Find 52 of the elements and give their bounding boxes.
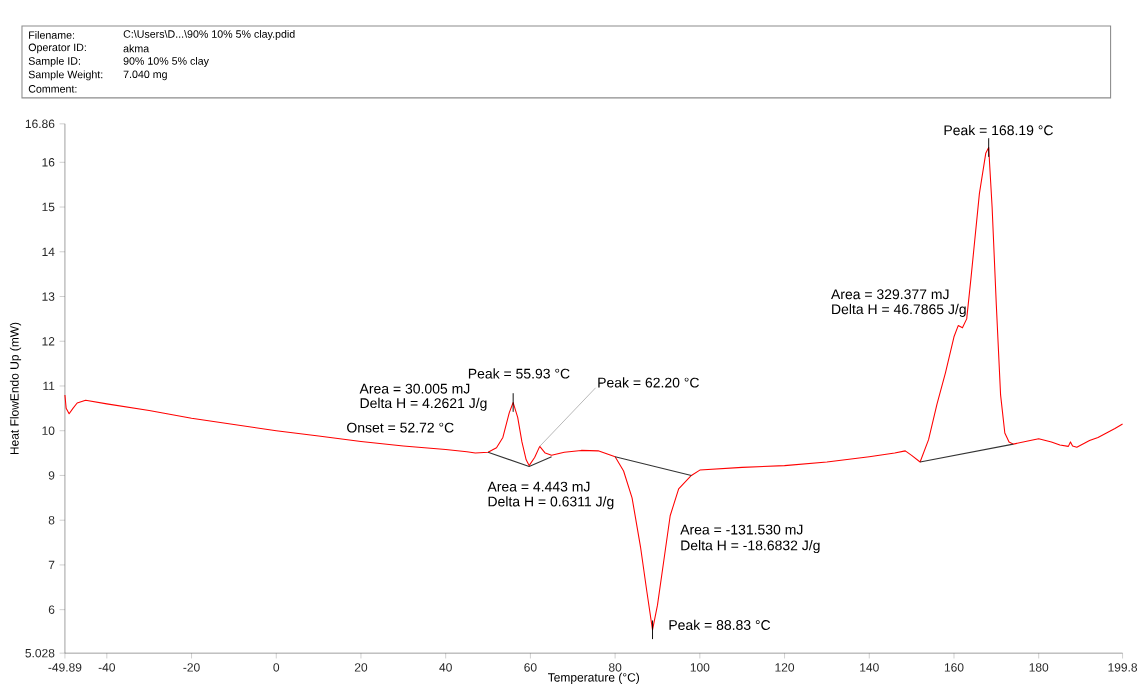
y-tick-label: 14 — [42, 247, 55, 256]
annotation: Delta H = 4.2621 J/g — [360, 397, 487, 411]
annotation: Peak = 88.83 °C — [669, 619, 771, 630]
text: Operator ID: — [28, 43, 86, 54]
text: Filename: — [29, 30, 75, 39]
y-axis-title: Heat FlowEndo Up (mW) — [9, 322, 22, 455]
y-tick-label: 16.86 — [25, 119, 55, 129]
y-tick-label: 15 — [42, 202, 55, 212]
text: 7.040 mg — [123, 70, 167, 81]
y-tick-label: 12 — [42, 337, 55, 346]
y-tick-label: 10 — [42, 426, 55, 435]
y-tick-label: 8 — [48, 515, 55, 525]
y-tick-label: 7 — [48, 560, 55, 570]
x-tick-label: 120 — [775, 663, 795, 672]
x-tick-label: 20 — [354, 663, 368, 672]
x-tick-label: 100 — [690, 663, 710, 672]
x-axis-title: Temperature (°C) — [548, 672, 640, 684]
y-tick-label: 11 — [43, 381, 55, 391]
x-tick-label: -20 — [183, 663, 200, 672]
x-tick-label: 160 — [944, 663, 964, 672]
x-tick-label: 60 — [524, 663, 537, 672]
x-tick-label: -40 — [98, 663, 116, 672]
text: Sample Weight: — [28, 70, 103, 81]
y-tick-label: 5.028 — [25, 648, 55, 658]
x-tick-label: 199.8 — [1108, 663, 1138, 672]
annotation: Area = 4.443 mJ — [487, 481, 590, 492]
text: Sample ID: — [28, 56, 80, 67]
annotation: Peak = 62.20 °C — [598, 377, 699, 388]
text: C:\Users\D...\90% 10% 5% clay.pdid — [123, 29, 295, 40]
annotation: Area = -131.530 mJ — [680, 524, 803, 535]
annotation: Area = 329.377 mJ — [831, 289, 949, 300]
annotation: Peak = 55.93 °C — [468, 368, 570, 379]
x-tick-label: 180 — [1029, 663, 1049, 672]
x-tick-label: 140 — [860, 663, 879, 672]
x-tick-label: 40 — [439, 663, 452, 672]
text: 90% 10% 5% clay — [123, 56, 209, 67]
line-series — [64, 146, 1124, 631]
x-tick-label: 0 — [273, 663, 280, 672]
y-tick-label: 6 — [48, 605, 55, 614]
y-tick-label: 9 — [48, 471, 55, 480]
annotation: Onset = 52.72 °C — [347, 422, 454, 433]
text: Comment: — [28, 85, 77, 93]
y-tick-label: 16 — [42, 158, 55, 167]
x-tick-label: 80 — [608, 663, 622, 672]
annotation: Delta H = -18.6832 J/g — [681, 540, 820, 554]
annotation: Area = 30.005 mJ — [359, 383, 470, 394]
x-tick-label: -49.89 — [48, 663, 82, 672]
annotation: Delta H = 0.6311 J/g — [488, 496, 614, 510]
text: akma — [123, 44, 150, 53]
y-tick-label: 13 — [42, 292, 55, 301]
annotation: Delta H = 46.7865 J/g — [832, 303, 966, 317]
annotation: Peak = 168.19 °C — [944, 124, 1053, 136]
